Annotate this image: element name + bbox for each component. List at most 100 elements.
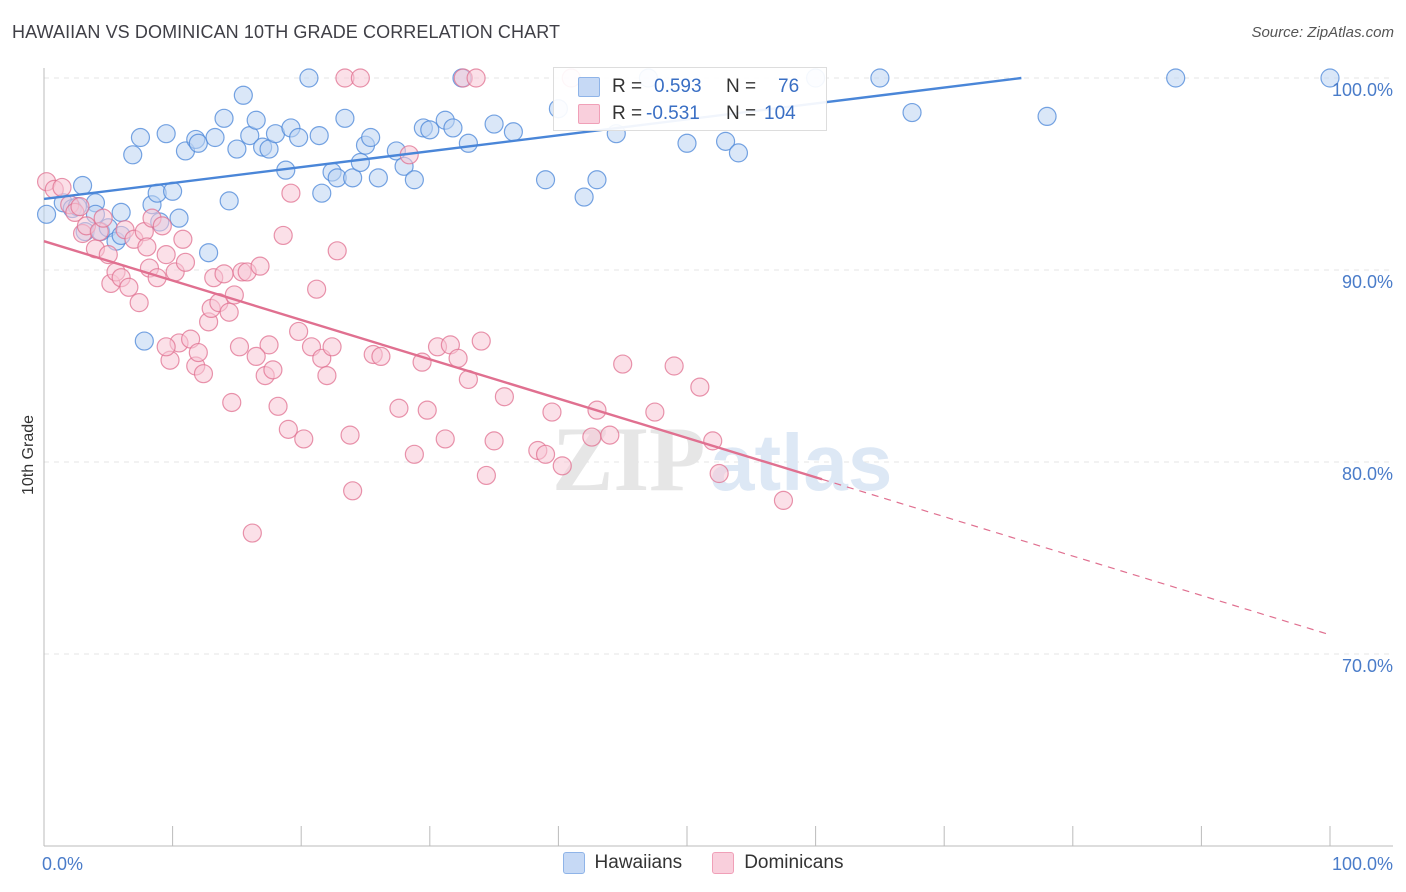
- data-point: [552, 456, 572, 476]
- data-point: [307, 279, 327, 299]
- trend-line-dominicans: [43, 240, 823, 481]
- data-point: [404, 170, 424, 190]
- data-point: [278, 419, 298, 439]
- data-point: [613, 354, 633, 374]
- data-point: [343, 481, 363, 501]
- data-point: [582, 427, 602, 447]
- stats-n-value: 104: [764, 103, 796, 124]
- data-point: [484, 431, 504, 451]
- data-point: [350, 152, 370, 173]
- stats-row-dominicans: R = -0.531 N = 104: [554, 99, 826, 129]
- stats-r-value: -0.531: [646, 103, 700, 124]
- legend-item-dominicans[interactable]: Dominicans: [712, 852, 843, 874]
- data-point: [494, 387, 514, 407]
- data-point: [709, 463, 729, 484]
- data-point: [134, 331, 154, 351]
- data-point: [299, 68, 319, 88]
- data-point: [466, 68, 486, 88]
- data-point: [130, 127, 151, 148]
- y-axis-label: 10th Grade: [20, 415, 37, 495]
- data-point: [227, 139, 247, 159]
- data-point: [219, 191, 239, 211]
- data-point: [268, 396, 288, 416]
- data-point: [417, 400, 437, 420]
- data-point: [233, 85, 253, 105]
- data-point: [1320, 68, 1340, 88]
- watermark-zip: ZIP: [552, 408, 705, 510]
- data-point: [169, 208, 189, 228]
- watermark-atlas: atlas: [710, 418, 892, 507]
- data-point: [728, 143, 749, 163]
- data-point: [259, 335, 279, 355]
- data-point: [214, 108, 234, 128]
- data-point: [70, 197, 90, 217]
- data-point: [535, 170, 556, 190]
- stats-n-label: N =: [726, 76, 757, 97]
- data-point: [773, 490, 794, 510]
- data-point: [263, 360, 283, 380]
- data-point: [242, 523, 262, 543]
- trend-extension-dominicans: [821, 478, 1331, 636]
- data-point: [289, 321, 309, 342]
- data-point: [246, 346, 266, 366]
- data-point: [870, 68, 890, 88]
- data-point: [156, 124, 176, 144]
- data-point: [902, 102, 922, 123]
- data-point: [574, 187, 594, 207]
- data-point: [361, 127, 381, 148]
- data-point: [273, 225, 293, 246]
- data-point: [340, 425, 360, 445]
- data-point: [173, 229, 193, 249]
- data-point: [214, 264, 234, 284]
- data-point: [503, 122, 523, 142]
- data-point: [36, 204, 57, 224]
- data-point: [484, 114, 504, 134]
- axes: [43, 68, 1393, 847]
- data-point: [52, 177, 72, 198]
- data-point: [587, 170, 607, 190]
- x-tick-label-min: 0.0%: [42, 854, 83, 874]
- stats-swatch-dominicans: [578, 104, 600, 124]
- data-point: [119, 277, 139, 297]
- data-point: [188, 133, 208, 153]
- data-point: [715, 131, 736, 151]
- source-credit: Source: ZipAtlas.com: [1251, 24, 1394, 41]
- data-point: [188, 342, 208, 363]
- y-tick-label: 90.0%: [1342, 272, 1393, 292]
- data-point: [205, 127, 225, 148]
- data-point: [250, 256, 270, 276]
- stats-n-value: 76: [778, 76, 800, 97]
- data-point: [542, 402, 562, 422]
- data-point: [476, 465, 496, 486]
- data-point: [72, 175, 93, 196]
- legend-swatch-dominicans: [712, 852, 735, 874]
- legend: Hawaiians Dominicans: [0, 852, 1406, 874]
- data-point: [335, 108, 355, 128]
- data-point: [129, 293, 149, 313]
- data-point: [404, 444, 424, 464]
- data-point: [458, 133, 478, 153]
- data-point: [448, 348, 468, 368]
- chart-title: HAWAIIAN VS DOMINICAN 10TH GRADE CORRELA…: [12, 22, 561, 42]
- data-point: [645, 402, 665, 422]
- data-point: [123, 145, 143, 165]
- stats-n-label: N =: [726, 103, 757, 124]
- data-point: [343, 168, 363, 188]
- legend-item-hawaiians[interactable]: Hawaiians: [562, 852, 682, 874]
- data-point: [229, 337, 250, 357]
- data-point: [535, 444, 556, 464]
- data-point: [1166, 68, 1186, 88]
- y-tick-label: 100.0%: [1332, 80, 1393, 100]
- data-point: [224, 285, 244, 305]
- data-point: [312, 183, 332, 203]
- x-tick-label-max: 100.0%: [1332, 854, 1393, 874]
- data-point: [156, 245, 176, 265]
- legend-swatch-hawaiians: [562, 852, 585, 874]
- stats-r-value: 0.593: [654, 76, 702, 97]
- stats-swatch-hawaiians: [578, 77, 600, 97]
- data-point: [137, 237, 157, 257]
- data-point: [420, 120, 440, 140]
- data-point: [677, 133, 697, 153]
- stats-row-hawaiians: R = 0.593 N = 76: [554, 72, 826, 102]
